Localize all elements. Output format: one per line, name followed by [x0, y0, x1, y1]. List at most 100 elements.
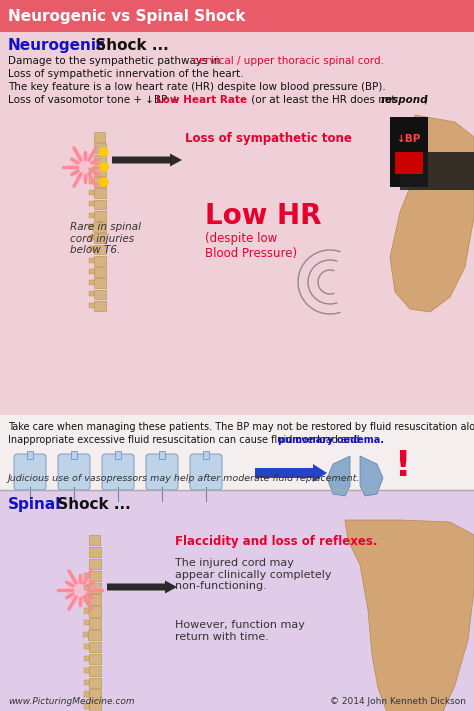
FancyBboxPatch shape: [94, 256, 106, 265]
FancyBboxPatch shape: [115, 451, 121, 459]
Text: Spinal: Spinal: [8, 497, 61, 512]
Text: Neurogenic vs Spinal Shock: Neurogenic vs Spinal Shock: [8, 9, 246, 23]
FancyBboxPatch shape: [89, 653, 101, 664]
Text: ): ): [423, 95, 427, 105]
Text: Loss of sympathetic tone: Loss of sympathetic tone: [185, 132, 352, 145]
FancyBboxPatch shape: [94, 267, 106, 277]
FancyBboxPatch shape: [390, 117, 428, 187]
FancyBboxPatch shape: [84, 584, 89, 589]
FancyBboxPatch shape: [94, 233, 106, 243]
FancyBboxPatch shape: [203, 451, 209, 459]
FancyBboxPatch shape: [89, 559, 101, 569]
Text: www.PicturingMedicine.com: www.PicturingMedicine.com: [8, 697, 135, 706]
FancyBboxPatch shape: [58, 454, 90, 490]
Text: Shock ...: Shock ...: [52, 497, 131, 512]
Polygon shape: [327, 456, 350, 496]
Text: Loss of vasomotor tone + ↓BP +: Loss of vasomotor tone + ↓BP +: [8, 95, 182, 105]
Text: Rare in spinal
cord injuries
below T6.: Rare in spinal cord injuries below T6.: [70, 222, 141, 255]
Polygon shape: [360, 456, 383, 496]
FancyBboxPatch shape: [0, 32, 474, 415]
FancyBboxPatch shape: [0, 490, 474, 711]
FancyBboxPatch shape: [0, 0, 474, 32]
FancyBboxPatch shape: [94, 289, 106, 299]
Text: Inappropriate excessive fluid resuscitation can cause fluid overload and: Inappropriate excessive fluid resuscitat…: [8, 435, 363, 445]
FancyBboxPatch shape: [89, 678, 101, 688]
FancyBboxPatch shape: [0, 415, 474, 490]
FancyBboxPatch shape: [71, 451, 77, 459]
FancyBboxPatch shape: [83, 644, 89, 649]
FancyBboxPatch shape: [89, 168, 94, 173]
Circle shape: [67, 577, 93, 603]
FancyBboxPatch shape: [83, 632, 89, 637]
FancyBboxPatch shape: [84, 597, 89, 602]
Text: cervical / upper thoracic spinal cord.: cervical / upper thoracic spinal cord.: [193, 56, 384, 66]
FancyBboxPatch shape: [89, 191, 94, 195]
FancyBboxPatch shape: [89, 292, 94, 296]
Polygon shape: [345, 520, 474, 711]
FancyBboxPatch shape: [89, 247, 94, 251]
FancyBboxPatch shape: [90, 535, 100, 545]
Text: Low Heart Rate: Low Heart Rate: [156, 95, 247, 105]
FancyBboxPatch shape: [84, 680, 89, 685]
Text: Shock ...: Shock ...: [90, 38, 169, 53]
Text: Take care when managing these patients. The BP may not be restored by fluid resu: Take care when managing these patients. …: [8, 422, 474, 432]
FancyBboxPatch shape: [94, 188, 106, 198]
FancyBboxPatch shape: [146, 454, 178, 490]
FancyBboxPatch shape: [83, 620, 89, 626]
Text: However, function may
return with time.: However, function may return with time.: [175, 620, 305, 641]
Text: pumonary oedema.: pumonary oedema.: [278, 435, 384, 445]
FancyBboxPatch shape: [14, 454, 46, 490]
FancyBboxPatch shape: [27, 451, 33, 459]
FancyBboxPatch shape: [89, 665, 101, 676]
FancyBboxPatch shape: [94, 166, 106, 176]
FancyArrow shape: [107, 580, 177, 594]
FancyArrow shape: [112, 154, 182, 166]
FancyBboxPatch shape: [89, 630, 101, 641]
FancyBboxPatch shape: [89, 179, 94, 184]
Text: respond: respond: [381, 95, 428, 105]
Circle shape: [72, 154, 98, 180]
FancyBboxPatch shape: [89, 642, 101, 652]
FancyBboxPatch shape: [90, 303, 94, 308]
Text: Damage to the sympathetic pathways in: Damage to the sympathetic pathways in: [8, 56, 224, 66]
FancyBboxPatch shape: [94, 154, 106, 164]
FancyBboxPatch shape: [102, 454, 134, 490]
FancyBboxPatch shape: [89, 224, 93, 229]
FancyBboxPatch shape: [94, 143, 106, 153]
FancyBboxPatch shape: [84, 656, 89, 661]
FancyBboxPatch shape: [89, 594, 101, 605]
FancyBboxPatch shape: [89, 701, 101, 711]
FancyBboxPatch shape: [159, 451, 165, 459]
Text: Neurogenic: Neurogenic: [8, 38, 106, 53]
FancyArrow shape: [255, 464, 327, 482]
FancyBboxPatch shape: [89, 571, 101, 581]
FancyBboxPatch shape: [84, 668, 89, 673]
FancyBboxPatch shape: [94, 200, 106, 209]
FancyBboxPatch shape: [90, 547, 100, 557]
FancyBboxPatch shape: [89, 582, 101, 593]
Text: ↓BP: ↓BP: [397, 134, 421, 144]
FancyBboxPatch shape: [84, 609, 89, 614]
FancyBboxPatch shape: [89, 213, 94, 218]
Circle shape: [100, 178, 108, 186]
Text: (despite low
Blood Pressure): (despite low Blood Pressure): [205, 232, 297, 260]
Circle shape: [100, 148, 108, 156]
Text: Loss of sympathetic innervation of the heart.: Loss of sympathetic innervation of the h…: [8, 69, 244, 79]
Text: The injured cord may
appear clinically completely
non-functioning.: The injured cord may appear clinically c…: [175, 558, 331, 592]
FancyBboxPatch shape: [94, 210, 106, 220]
FancyBboxPatch shape: [93, 222, 107, 232]
FancyBboxPatch shape: [84, 572, 89, 578]
FancyBboxPatch shape: [400, 152, 474, 190]
Polygon shape: [390, 115, 474, 312]
FancyBboxPatch shape: [84, 703, 89, 709]
Text: Flaccidity and loss of reflexes.: Flaccidity and loss of reflexes.: [175, 535, 377, 548]
FancyBboxPatch shape: [89, 280, 94, 285]
Text: Low HR: Low HR: [205, 202, 321, 230]
FancyBboxPatch shape: [89, 201, 94, 206]
FancyBboxPatch shape: [94, 278, 106, 288]
Text: Judicious use of vasopressors may help after moderate fluid replacement.: Judicious use of vasopressors may help a…: [8, 474, 360, 483]
FancyBboxPatch shape: [94, 177, 106, 187]
FancyBboxPatch shape: [395, 152, 423, 174]
FancyBboxPatch shape: [94, 301, 106, 311]
FancyBboxPatch shape: [190, 454, 222, 490]
